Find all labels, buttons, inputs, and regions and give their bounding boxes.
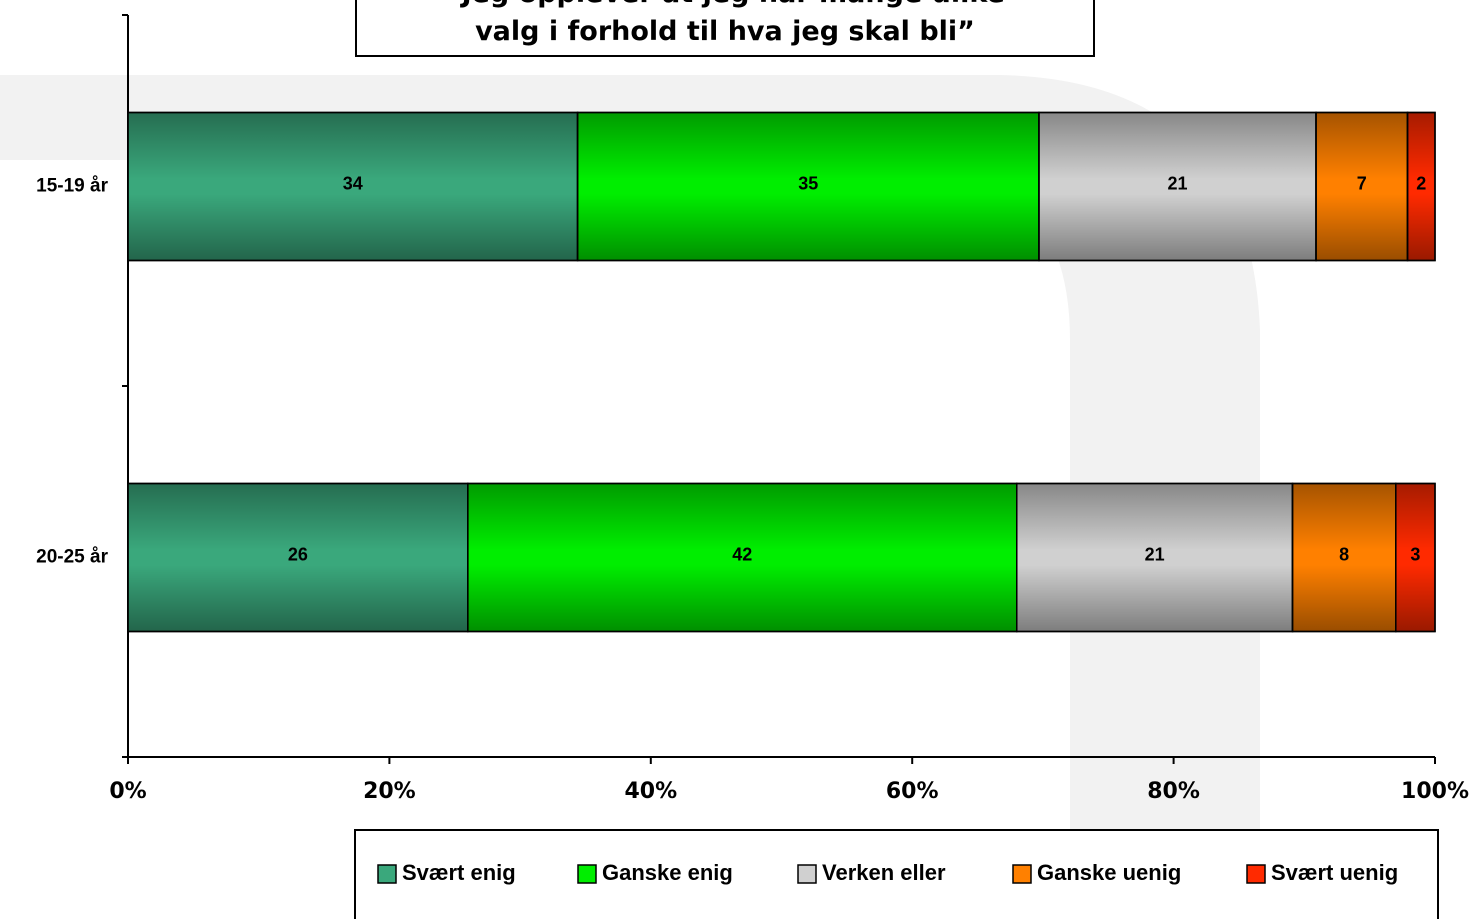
bar-shade	[1038, 111, 1317, 262]
data-label: 42	[732, 544, 752, 564]
bar-shade	[467, 482, 1018, 633]
x-tick-label: 40%	[624, 779, 677, 804]
data-label: 7	[1357, 173, 1367, 193]
legend-swatch	[1246, 864, 1266, 884]
data-label: 3	[1410, 544, 1420, 564]
x-tick-label: 20%	[363, 779, 416, 804]
legend-label: Ganske enig	[602, 860, 733, 885]
legend-label: Svært uenig	[1271, 860, 1398, 885]
chart-title: “Jeg opplever at jeg har mange ulike val…	[355, 0, 1095, 57]
data-label: 21	[1168, 173, 1188, 193]
legend-swatch	[797, 864, 817, 884]
x-tick-label: 0%	[109, 779, 146, 804]
legend-label: Verken eller	[822, 860, 946, 885]
x-tick-label: 60%	[886, 779, 939, 804]
bar-shade	[1406, 111, 1436, 262]
y-tick-label: 20-25 år	[36, 547, 108, 568]
data-label: 35	[798, 173, 818, 193]
legend-label: Ganske uenig	[1037, 860, 1181, 885]
bar-shade	[576, 111, 1040, 262]
legend-swatch	[377, 864, 397, 884]
legend-swatch	[1012, 864, 1032, 884]
x-tick-label: 80%	[1147, 779, 1200, 804]
data-label: 21	[1145, 544, 1165, 564]
bar-shade	[1315, 111, 1409, 262]
data-label: 2	[1416, 173, 1426, 193]
y-tick-label: 15-19 år	[36, 176, 108, 197]
data-label: 8	[1339, 544, 1349, 564]
bar-shade	[1291, 482, 1397, 633]
legend-label: Svært enig	[402, 860, 516, 885]
bar-shade	[127, 111, 579, 262]
bar-shade	[1016, 482, 1294, 633]
bar-shade	[1395, 482, 1436, 633]
legend-swatch	[577, 864, 597, 884]
x-tick-label: 100%	[1401, 779, 1469, 804]
data-label: 34	[343, 173, 363, 193]
data-label: 26	[288, 544, 308, 564]
bar-shade	[127, 482, 469, 633]
